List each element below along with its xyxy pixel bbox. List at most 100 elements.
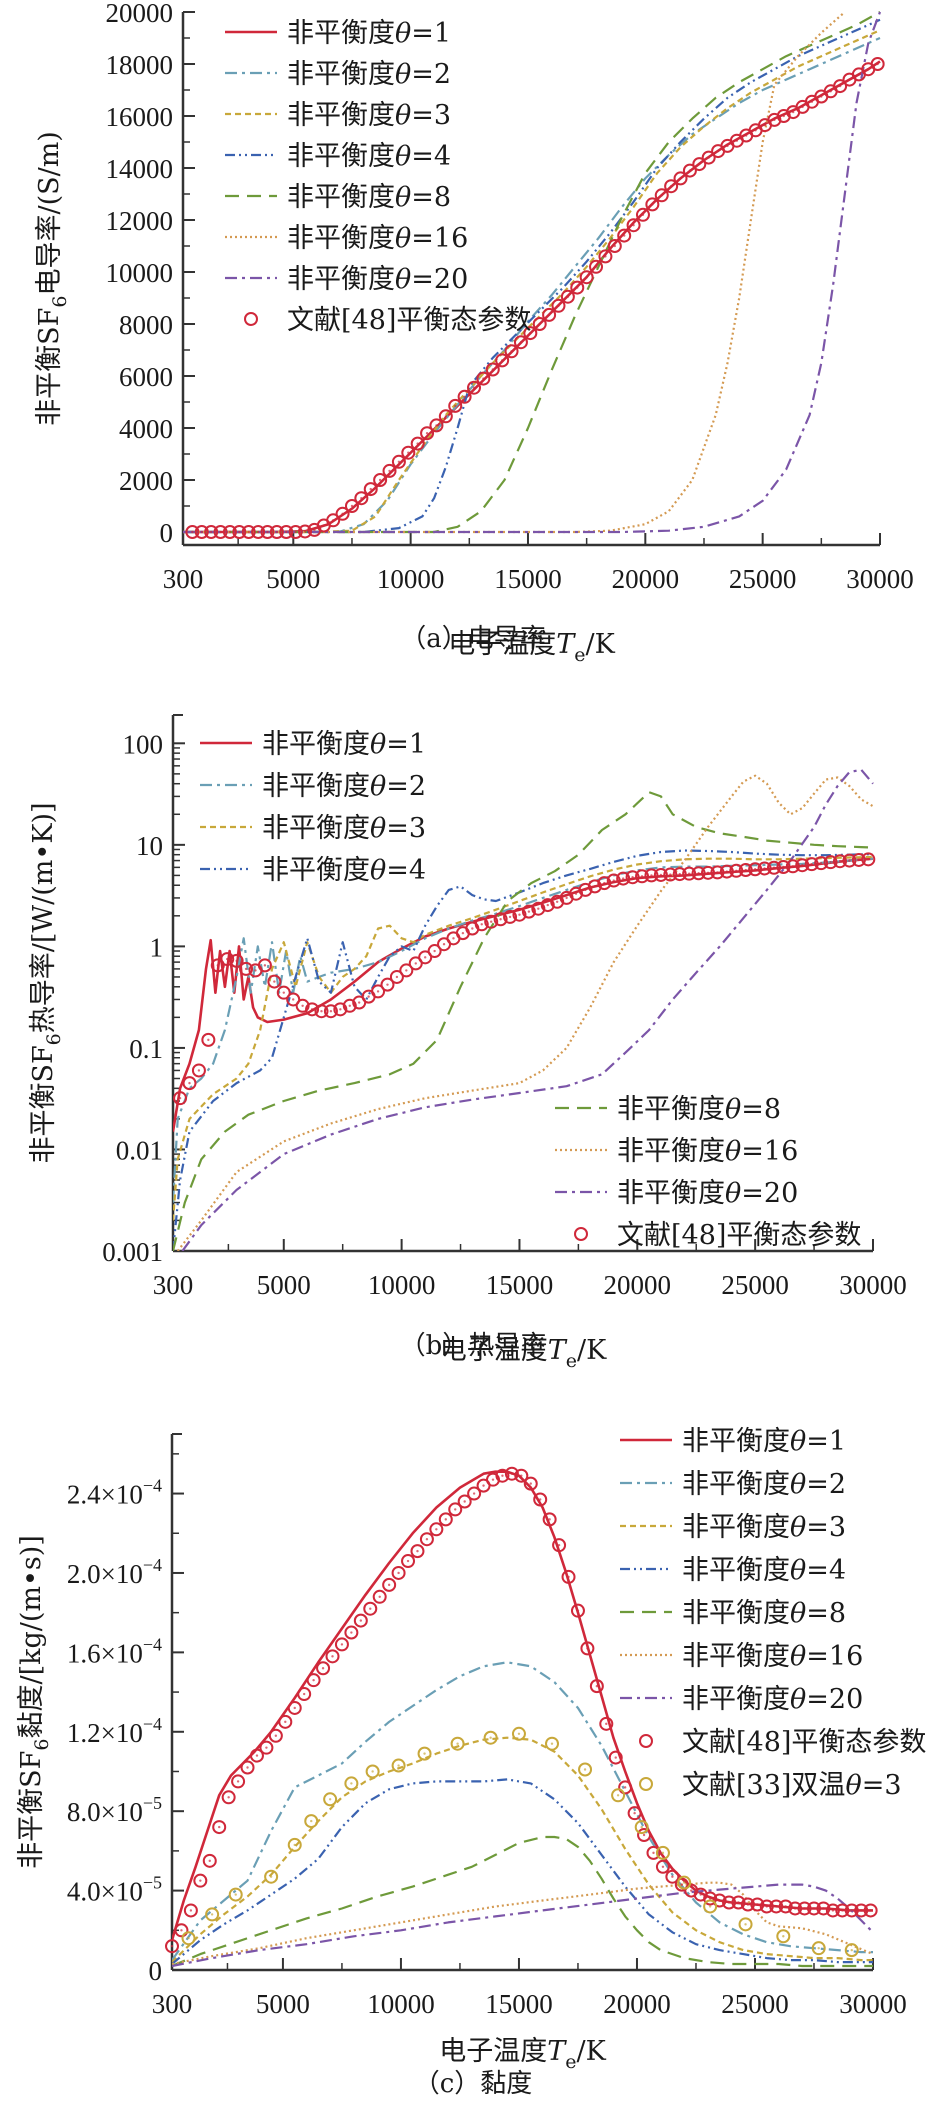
data-point-center [642,1833,646,1837]
data-point-center [452,937,455,940]
data-point [778,1899,793,1914]
data-point [485,362,500,377]
chart-thermal-conductivity: 300 5000 10000 15000 20000 25000 30000 0.001 0.0… [28,714,907,1372]
data-point [249,1748,264,1763]
data-point-center [538,322,541,326]
data-point [401,1554,416,1569]
legend-item: 非平衡度θ=4 [200,855,426,886]
x-tick-label: 20000 [603,1989,671,2019]
data-point-center [416,442,419,445]
data-point [701,865,716,880]
data-point [333,1002,348,1017]
data-point [399,963,414,978]
legend-item: 非平衡度θ=3 [620,1512,846,1543]
data-point [738,863,753,878]
data-point-center [547,313,551,317]
data-point [719,864,734,879]
data-point-center [216,964,219,967]
data-point [181,1931,196,1946]
data-point [682,163,697,178]
data-point [570,280,585,295]
data-point [806,1901,821,1916]
data-point [531,901,546,916]
data-point [363,1601,378,1616]
series-line-2 [183,36,881,534]
data-point [173,1091,188,1106]
data-point-center [482,1484,485,1487]
data-point-center [178,1096,182,1100]
data-point [597,876,612,891]
data-point [731,1895,746,1910]
data-point-center [444,1518,447,1521]
series-line-4 [172,1778,873,1965]
data-point-center [322,524,326,527]
data-point-center [848,78,851,81]
data-point-center [510,1472,514,1475]
data-point-center [857,73,861,76]
x-tick-label: 25000 [729,564,797,594]
y-tick-label: 8000 [119,310,173,340]
data-point [635,869,650,884]
data-point-center [207,1038,210,1042]
legend-label: 文献[48]平衡态参数 [617,1220,861,1251]
legend-item: 非平衡度θ=4 [620,1555,846,1586]
data-point-center [387,1583,391,1587]
data-point-center [784,1905,787,1908]
data-point-center [850,1909,853,1912]
data-point-center [256,530,260,534]
data-point [201,1032,216,1047]
data-point [228,1887,243,1902]
data-point [701,150,716,165]
data-point-center [876,62,879,66]
data-point-center [189,1909,193,1912]
legend-label: 文献[48]平衡态参数 [287,305,531,336]
data-point [410,1544,425,1559]
data-point-center [793,1907,797,1910]
data-point-center [819,861,823,865]
data-point-center [350,1782,353,1785]
data-point [483,1730,498,1745]
data-point [185,525,200,539]
data-point-center [471,927,474,930]
data-point [467,1486,482,1501]
data-point-center [491,368,494,371]
data-point-center [753,868,757,871]
data-point [372,1589,387,1604]
data-point-center [397,1571,400,1575]
data-point [654,188,669,203]
data-point-center [869,1909,872,1912]
y-axis-label: 非平衡SF6电导率/(S/m) [34,131,71,426]
data-point [417,1746,432,1761]
legend-label: 非平衡度θ=2 [287,59,451,90]
data-point [844,1903,859,1918]
data-point [420,426,435,441]
legend-label: 非平衡度θ=4 [682,1555,846,1586]
data-point [380,977,395,992]
data-point-center [500,359,504,362]
data-point [212,1820,227,1835]
data-point [323,1792,338,1807]
data-point-center [442,943,446,946]
data-point [811,1941,826,1956]
data-point-center [406,1559,410,1563]
marker-series-reference-equilibrium [185,57,885,539]
y-axis-label: 非平衡SF6热导率/[W/(m•K)] [28,802,65,1163]
data-point-center [706,871,710,875]
data-point [213,525,228,539]
x-tick-label: 5000 [266,564,320,594]
y-tick-label: 0 [149,1956,163,1986]
data-point-center [200,530,203,534]
data-point [279,525,294,539]
legend-item: 非平衡度θ=2 [200,771,426,802]
data-point-center [282,991,285,994]
data-point-center [491,1478,495,1481]
y-tick-label: 0.01 [116,1135,163,1165]
data-point [626,218,641,233]
legend-label: 文献[33]双温θ=3 [682,1770,902,1801]
legend-label: 非平衡度θ=16 [682,1641,863,1672]
data-point [542,307,557,322]
data-point [673,171,688,186]
marker-series-reference-equilibrium [165,1466,878,1954]
data-point-center [708,1905,712,1908]
data-point [231,1774,246,1789]
